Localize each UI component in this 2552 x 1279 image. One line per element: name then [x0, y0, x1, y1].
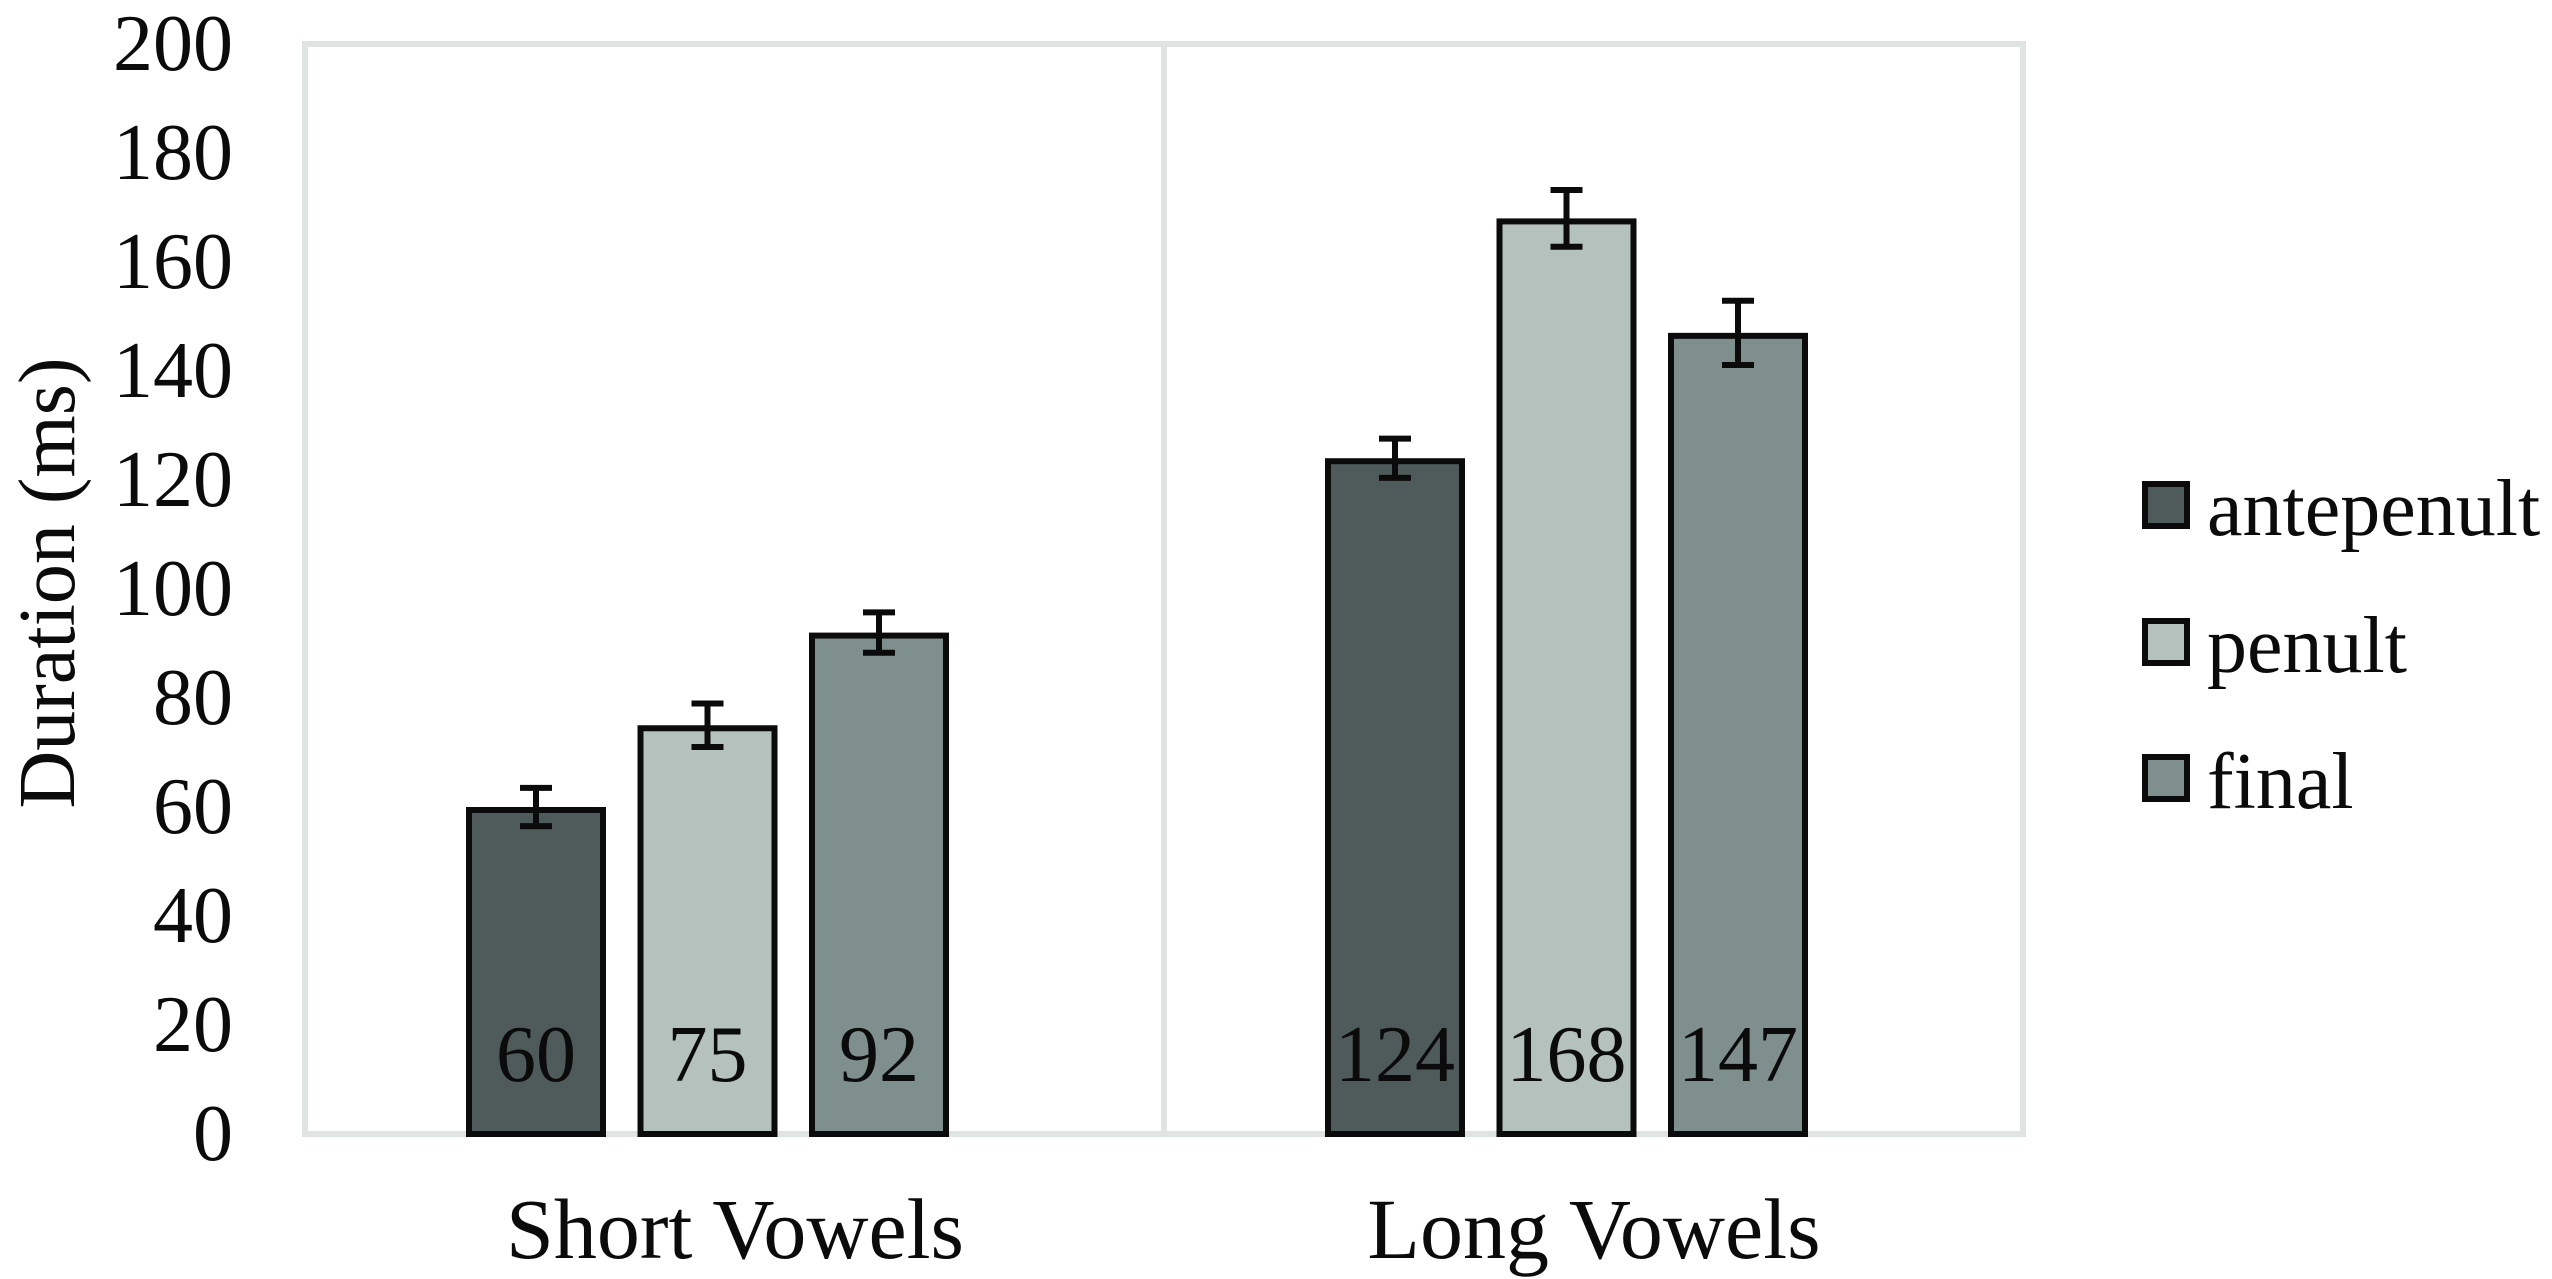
- legend-swatch: [2142, 754, 2190, 802]
- legend: antepenult penult final: [2142, 465, 2540, 826]
- bar-group-short-vowels: 60 75 92: [466, 609, 949, 1137]
- category-label-long-vowels: Long Vowels: [1367, 1181, 1820, 1277]
- y-tick-label: 180: [113, 109, 233, 197]
- bar-group-long-vowels: 124 168 147: [1325, 187, 1808, 1138]
- legend-label: final: [2207, 738, 2354, 826]
- bar-final: [1668, 332, 1808, 1138]
- y-tick-label: 120: [113, 436, 233, 524]
- bar-antepenult: [466, 807, 606, 1137]
- bar-final: [809, 632, 949, 1137]
- legend-item-final: final: [2142, 738, 2354, 826]
- y-tick-label: 20: [153, 981, 233, 1069]
- y-tick-label: 80: [153, 654, 233, 742]
- y-tick-label: 200: [113, 0, 233, 88]
- error-bar: [1550, 187, 1583, 250]
- bar-series: 60 75 92 124 168 147: [466, 187, 1808, 1138]
- error-bar: [520, 784, 552, 830]
- legend-swatch: [2142, 618, 2190, 666]
- y-tick-label: 140: [113, 327, 233, 415]
- category-label-short-vowels: Short Vowels: [506, 1181, 964, 1277]
- data-label: 168: [1507, 1011, 1627, 1099]
- legend-swatch: [2142, 481, 2190, 529]
- data-label: 147: [1678, 1011, 1798, 1099]
- legend-item-antepenult: antepenult: [2142, 465, 2540, 553]
- y-axis-ticks: 0 20 40 60 80 100 120 140 160 180 200: [113, 0, 233, 1178]
- y-tick-label: 100: [113, 545, 233, 633]
- legend-label: penult: [2207, 602, 2407, 690]
- error-bar: [1379, 435, 1411, 481]
- bar-penult: [1496, 218, 1637, 1137]
- error-bar: [1722, 297, 1754, 369]
- legend-label: antepenult: [2207, 465, 2540, 553]
- bar-antepenult: [1325, 458, 1465, 1137]
- y-tick-label: 0: [193, 1090, 233, 1178]
- bar-penult: [637, 725, 778, 1137]
- data-label: 75: [668, 1011, 748, 1099]
- y-tick-label: 60: [153, 763, 233, 851]
- legend-item-penult: penult: [2142, 602, 2407, 690]
- y-axis-title: Duration (ms): [4, 357, 92, 808]
- data-label: 124: [1335, 1011, 1455, 1099]
- data-label: 60: [496, 1011, 576, 1099]
- y-tick-label: 40: [153, 872, 233, 960]
- y-tick-label: 160: [113, 218, 233, 306]
- error-bar: [691, 700, 724, 751]
- error-bar: [863, 609, 895, 656]
- data-label: 92: [839, 1011, 919, 1099]
